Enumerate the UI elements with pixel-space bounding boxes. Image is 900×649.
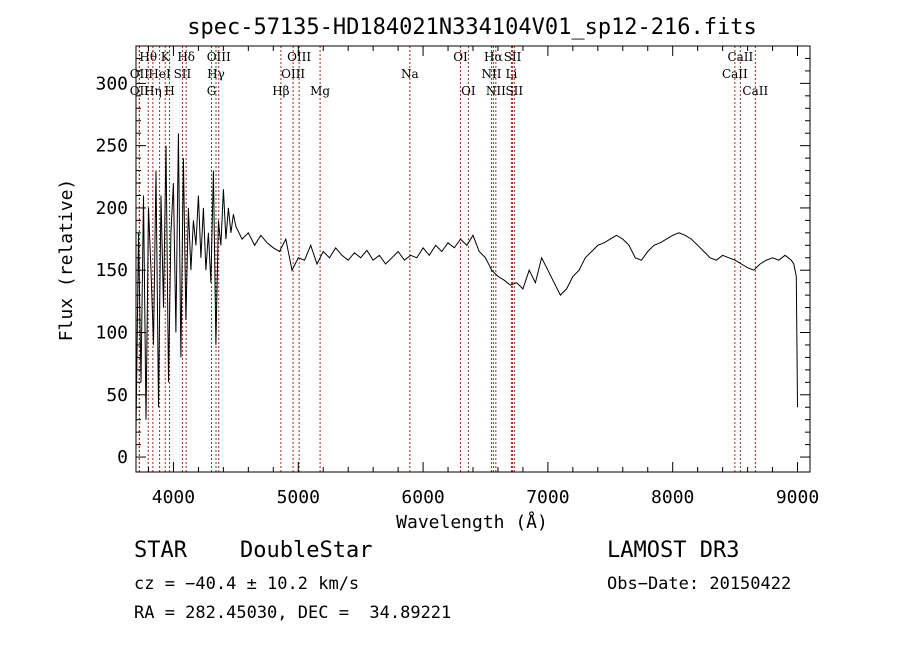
line-label-10: Hγ [207,67,225,81]
plot-frame [135,45,811,473]
x-tick-label-4: 8000 [651,487,694,508]
line-label-16: Na [401,67,419,81]
flux-series-line [135,133,798,433]
y-tick-label-3: 150 [95,260,128,281]
chart-title: spec-57135-HD184021N334104V01_sp12-216.f… [187,15,757,40]
x-tick-label-2: 6000 [401,487,444,508]
object-class: STAR [134,538,187,563]
survey-name: LAMOST DR3 [607,538,740,563]
y-axis-ticks: 0 50 100 150 200 250 300 [95,57,810,468]
line-label-12: Hβ [272,84,289,98]
line-label-2: OII [130,67,150,81]
y-axis-label: Flux (relative) [56,179,77,342]
line-label-27: CaII [742,84,768,98]
redshift-cz: cz = −40.4 ± 10.2 km/s [134,574,360,594]
line-label-17: OI [453,50,468,64]
emission-line-markers [138,46,756,472]
y-tick-label-5: 250 [95,136,128,157]
line-label-11: G [207,84,217,98]
line-label-22: SII [504,50,522,64]
line-label-4: HeI [148,67,171,81]
line-label-23: Li [506,67,518,81]
y-tick-label-6: 300 [95,73,128,94]
line-label-6: H [164,84,174,98]
line-label-20: NII [481,67,501,81]
line-label-0: OII [130,84,150,98]
y-tick-label-2: 100 [95,322,128,343]
x-tick-label-5: 9000 [776,487,819,508]
line-label-24: SII [505,84,523,98]
line-label-1: Hθ [139,50,157,64]
line-label-19: Hα [484,50,503,64]
line-label-14: OIII [281,67,305,81]
line-label-5: K [161,50,171,64]
line-label-26: CaII [722,67,748,81]
line-label-8: Hδ [177,50,195,64]
x-tick-label-3: 7000 [526,487,569,508]
object-subclass: DoubleStar [240,538,373,563]
x-axis-ticks: 4000 5000 6000 7000 8000 9000 [147,46,819,508]
line-label-9: OIII [207,50,231,64]
x-axis-label: Wavelength (Å) [396,511,548,533]
x-tick-label-1: 5000 [277,487,320,508]
y-tick-label-0: 0 [117,447,128,468]
line-label-25: CaII [727,50,753,64]
line-label-15: Mg [310,84,330,98]
x-tick-label-0: 4000 [152,487,195,508]
y-tick-label-4: 200 [95,198,128,219]
ra-dec-coordinates: RA = 282.45030, DEC = 34.89221 [134,603,452,623]
line-label-3: Hη [144,84,162,98]
line-label-13: OIII [287,50,311,64]
line-label-18: OI [461,84,476,98]
line-label-21: NII [486,84,506,98]
observation-date: Obs−Date: 20150422 [607,574,792,594]
line-label-7: SII [174,67,192,81]
y-tick-label-1: 50 [106,385,128,406]
